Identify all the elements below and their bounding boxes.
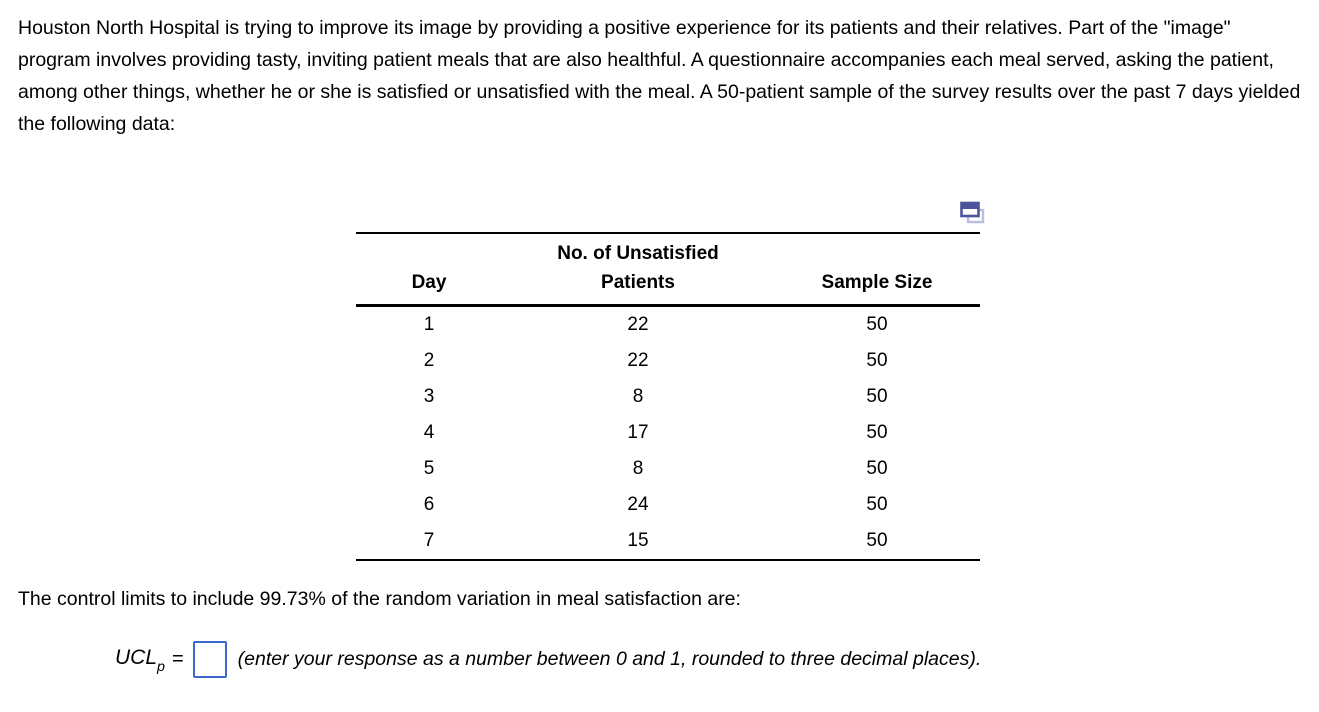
table-row: 6 24 50 (356, 487, 980, 523)
day-cell: 4 (423, 422, 435, 443)
table-row: 7 15 50 (356, 523, 980, 560)
column-header-unsatisfied-patients: No. of Unsatisfied Patients (502, 233, 774, 307)
day-cell: 2 (423, 350, 435, 371)
day-cell: 1 (423, 314, 435, 335)
table-toolbar (356, 200, 985, 232)
ucl-answer-input[interactable] (192, 641, 227, 678)
day-cell: 5 (423, 458, 435, 479)
survey-table: Day No. of Unsatisfied Patients Sample S… (356, 232, 980, 561)
control-limits-text: The control limits to include 99.73% of … (18, 588, 741, 610)
equals-sign: = (171, 648, 184, 670)
unsatisfied-patients-cell: 24 (627, 494, 649, 515)
table-header-row: Day No. of Unsatisfied Patients Sample S… (356, 233, 980, 307)
table-row: 4 17 50 (356, 415, 980, 451)
sample-size-cell: 50 (866, 350, 888, 371)
ucl-label-text: UCL (115, 645, 158, 669)
sample-size-cell: 50 (866, 386, 888, 407)
table-row: 5 8 50 (356, 451, 980, 487)
table-row: 3 8 50 (356, 379, 980, 415)
answer-row: UCLp = (enter your response as a number … (115, 641, 981, 678)
ucl-label: UCLp (115, 645, 165, 676)
day-cell: 7 (423, 530, 435, 551)
table-body: 1 22 50 2 22 50 3 8 50 4 17 50 5 8 50 6 … (356, 306, 980, 561)
ucl-subscript: p (157, 659, 165, 676)
column-header-day: Day (356, 233, 502, 307)
sample-size-cell: 50 (866, 458, 888, 479)
sample-size-cell: 50 (866, 314, 888, 335)
unsatisfied-patients-cell: 8 (632, 458, 644, 479)
table-row: 2 22 50 (356, 343, 980, 379)
column-header-sample-size: Sample Size (774, 233, 980, 307)
survey-table-area: Day No. of Unsatisfied Patients Sample S… (356, 200, 985, 561)
day-cell: 3 (423, 386, 435, 407)
sample-size-cell: 50 (866, 494, 888, 515)
popout-table-icon[interactable] (959, 200, 986, 228)
day-cell: 6 (423, 494, 435, 515)
unsatisfied-patients-cell: 22 (627, 350, 649, 371)
sample-size-cell: 50 (866, 422, 888, 443)
answer-hint-text: (enter your response as a number between… (237, 648, 982, 670)
unsatisfied-patients-cell: 8 (632, 386, 644, 407)
question-text: Houston North Hospital is trying to impr… (18, 17, 1301, 135)
unsatisfied-patients-cell: 15 (627, 530, 649, 551)
table-row: 1 22 50 (356, 306, 980, 344)
unsatisfied-patients-cell: 17 (627, 422, 649, 443)
sample-size-cell: 50 (866, 530, 888, 551)
unsatisfied-patients-cell: 22 (627, 314, 649, 335)
